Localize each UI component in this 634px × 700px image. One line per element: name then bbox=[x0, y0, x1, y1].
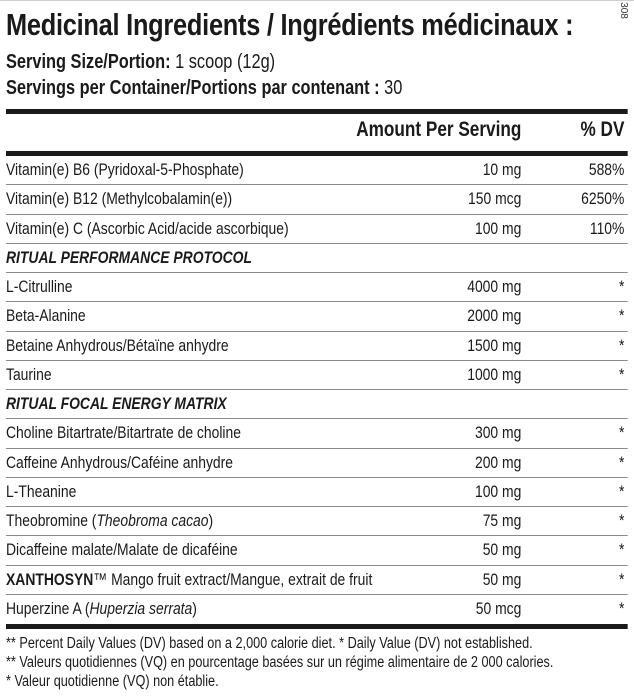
servings-label: Servings per Container/Portions par cont… bbox=[6, 77, 380, 99]
amount: 50 mg bbox=[482, 569, 522, 589]
ingredient-name-text: Vitamin(e) B6 (Pyridoxal-5-Phosphate) bbox=[6, 160, 244, 179]
table-header: Amount Per Serving % DV bbox=[6, 118, 628, 146]
section-title: RITUAL PERFORMANCE PROTOCOL bbox=[6, 247, 252, 267]
amount: 100 mg bbox=[474, 218, 522, 238]
amount: 4000 mg bbox=[467, 277, 522, 296]
table-row: Dicaffeine malate/Malate de dicaféine 50 … bbox=[6, 536, 628, 566]
daily-value: * bbox=[618, 511, 625, 530]
ingredient-name-text: Caffeine Anhydrous/Caféine anhydre bbox=[6, 452, 234, 472]
daily-value: * bbox=[618, 306, 625, 326]
ingredient-name-text: Taurine bbox=[6, 364, 52, 384]
ingredient-name-text: Beta-Alanine bbox=[6, 306, 86, 326]
section-header: RITUAL PERFORMANCE PROTOCOL bbox=[6, 244, 628, 273]
table-row: Choline Bitartrate/Bitartrate de choline… bbox=[6, 419, 628, 449]
ingredient-name-text: Dicaffeine malate/Malate de dicaféine bbox=[6, 540, 238, 560]
daily-value: * bbox=[618, 452, 625, 472]
ingredient-name: Theobromine (Theobroma cacao) bbox=[6, 507, 213, 535]
table-row: Vitamin(e) B6 (Pyridoxal-5-Phosphate) 10 … bbox=[6, 156, 628, 186]
ingredient-name: Huperzine A (Huperzia serrata) bbox=[6, 595, 197, 623]
footnote: ** Percent Daily Values (DV) based on a … bbox=[6, 635, 533, 652]
ingredient-name: Beta-Alanine bbox=[6, 302, 86, 330]
table-row: Theobromine (Theobroma cacao) 75 mg * bbox=[6, 507, 628, 537]
daily-value: 6250% bbox=[581, 189, 625, 209]
ingredient-table: Vitamin(e) B6 (Pyridoxal-5-Phosphate) 10 … bbox=[6, 156, 628, 624]
amount: 10 mg bbox=[482, 160, 522, 179]
ingredient-name: Betaine Anhydrous/Bétaïne anhydre bbox=[6, 332, 229, 360]
divider bbox=[6, 624, 628, 629]
amount: 1500 mg bbox=[467, 335, 522, 355]
ingredient-name: XANTHOSYN™ Mango fruit extract/Mangue, e… bbox=[6, 566, 372, 594]
table-row: XANTHOSYN™ Mango fruit extract/Mangue, e… bbox=[6, 566, 628, 595]
ingredient-name-end: ) bbox=[208, 511, 214, 530]
table-row: L-Theanine 100 mg * bbox=[6, 478, 628, 507]
ingredient-name-text: Huperzine A ( bbox=[6, 598, 90, 618]
table-row: Vitamin(e) B12 (Methylcobalamin(e)) 150 m… bbox=[6, 185, 628, 215]
page-title: Medicinal Ingredients / Ingrédients médi… bbox=[6, 7, 574, 42]
latin-name: Huperzia serrata bbox=[89, 598, 193, 618]
header-dv: % DV bbox=[580, 118, 625, 141]
ingredient-name-text: L-Theanine bbox=[6, 481, 77, 501]
table-row: Vitamin(e) C (Ascorbic Acid/acide ascorb… bbox=[6, 215, 628, 244]
table-row: Betaine Anhydrous/Bétaïne anhydre 1500 mg… bbox=[6, 332, 628, 361]
daily-value: * bbox=[618, 335, 625, 355]
section-header: RITUAL FOCAL ENERGY MATRIX bbox=[6, 390, 628, 420]
ingredient-name: Taurine bbox=[6, 361, 52, 389]
daily-value: * bbox=[618, 569, 625, 589]
label-code: 308 bbox=[618, 2, 630, 19]
table-row: Caffeine Anhydrous/Caféine anhydre 200 mg… bbox=[6, 449, 628, 478]
footnote: ** Valeurs quotidiennes (VQ) en pourcent… bbox=[6, 654, 554, 671]
divider bbox=[6, 109, 628, 114]
footnotes: ** Percent Daily Values (DV) based on a … bbox=[6, 634, 553, 691]
serving-size-value: 1 scoop (12g) bbox=[175, 51, 276, 73]
amount: 200 mg bbox=[474, 452, 522, 472]
ingredient-name: Vitamin(e) B12 (Methylcobalamin(e)) bbox=[6, 185, 232, 213]
daily-value: * bbox=[618, 540, 625, 560]
amount: 300 mg bbox=[474, 423, 522, 443]
amount: 150 mcg bbox=[468, 189, 522, 209]
ingredient-name: Vitamin(e) B6 (Pyridoxal-5-Phosphate) bbox=[6, 156, 244, 184]
servings-value: 30 bbox=[384, 77, 403, 99]
servings-per-container: Servings per Container/Portions par cont… bbox=[6, 77, 402, 100]
ingredient-name: L-Citrulline bbox=[6, 273, 72, 301]
ingredient-name-end: ) bbox=[192, 598, 197, 618]
ingredient-name-text: Theobromine ( bbox=[6, 511, 97, 530]
ingredient-name-text: Betaine Anhydrous/Bétaïne anhydre bbox=[6, 335, 229, 355]
ingredient-name-text: Choline Bitartrate/Bitartrate de choline bbox=[6, 423, 241, 443]
daily-value: * bbox=[618, 423, 625, 443]
amount: 100 mg bbox=[474, 481, 522, 501]
ingredient-name: Dicaffeine malate/Malate de dicaféine bbox=[6, 536, 238, 564]
ingredient-name: Vitamin(e) C (Ascorbic Acid/acide ascorb… bbox=[6, 215, 289, 243]
ingredient-name-text: Vitamin(e) C (Ascorbic Acid/acide ascorb… bbox=[6, 218, 289, 238]
serving-size: Serving Size/Portion: 1 scoop (12g) bbox=[6, 51, 275, 74]
ingredient-name: Choline Bitartrate/Bitartrate de choline bbox=[6, 419, 241, 447]
table-row: L-Citrulline 4000 mg * bbox=[6, 273, 628, 303]
amount: 1000 mg bbox=[467, 364, 522, 384]
header-amount: Amount Per Serving bbox=[356, 118, 522, 141]
daily-value: * bbox=[618, 481, 625, 501]
amount: 75 mg bbox=[482, 511, 522, 530]
daily-value: 110% bbox=[589, 218, 625, 238]
ingredient-name: L-Theanine bbox=[6, 478, 76, 506]
brand-name: XANTHOSYN bbox=[6, 569, 94, 589]
table-row: Taurine 1000 mg * bbox=[6, 361, 628, 390]
amount: 50 mcg bbox=[475, 598, 522, 618]
ingredient-name: Caffeine Anhydrous/Caféine anhydre bbox=[6, 449, 233, 477]
amount: 50 mg bbox=[482, 540, 522, 560]
section-title: RITUAL FOCAL ENERGY MATRIX bbox=[6, 394, 227, 413]
amount: 2000 mg bbox=[467, 306, 522, 326]
ingredient-name-text: L-Citrulline bbox=[6, 277, 73, 296]
serving-size-label: Serving Size/Portion: bbox=[6, 51, 171, 73]
divider bbox=[6, 151, 628, 156]
footnote: * Valeur quotidienne (VQ) non établie. bbox=[6, 673, 219, 690]
daily-value: * bbox=[618, 598, 625, 618]
daily-value: * bbox=[618, 364, 625, 384]
ingredient-name-text: Vitamin(e) B12 (Methylcobalamin(e)) bbox=[6, 189, 233, 209]
table-row: Huperzine A (Huperzia serrata) 50 mcg * bbox=[6, 595, 628, 624]
daily-value: 588% bbox=[588, 160, 625, 179]
ingredient-name-text: ™ Mango fruit extract/Mangue, extrait de… bbox=[93, 569, 373, 589]
table-row: Beta-Alanine 2000 mg * bbox=[6, 302, 628, 332]
daily-value: * bbox=[618, 277, 625, 296]
latin-name: Theobroma cacao bbox=[96, 511, 209, 530]
